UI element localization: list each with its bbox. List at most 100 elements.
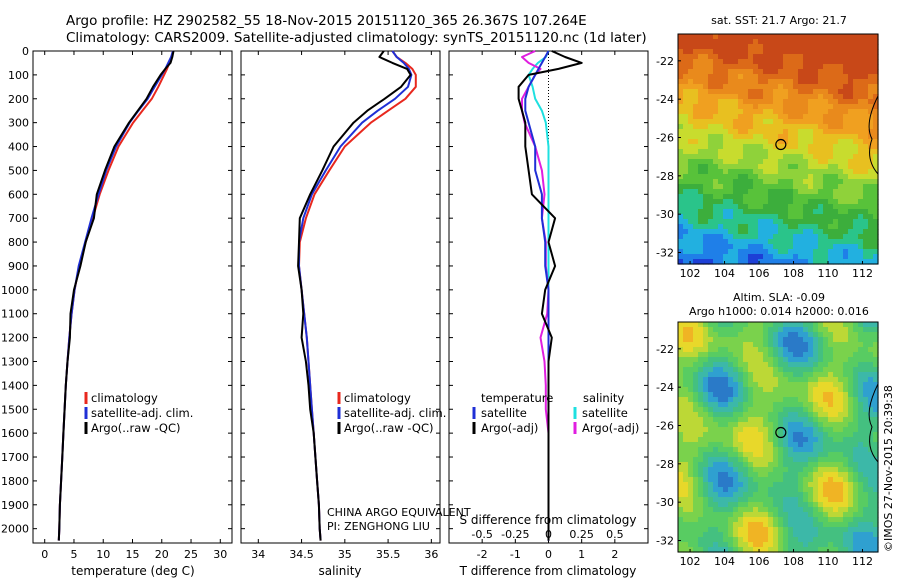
map-cell <box>858 109 864 115</box>
map-cell <box>683 149 689 155</box>
map-cell <box>803 327 809 333</box>
map-cell <box>818 74 824 80</box>
map-cell <box>688 402 694 408</box>
map-cell <box>678 229 684 235</box>
map-cell <box>758 214 764 220</box>
map-cell <box>798 482 804 488</box>
map-cell <box>768 357 774 363</box>
map-cell <box>758 244 764 250</box>
map-cell <box>698 129 704 135</box>
map-cell <box>803 144 809 150</box>
map-cell <box>803 224 809 230</box>
map-cell <box>688 159 694 165</box>
map-cell <box>808 119 814 125</box>
map-cell <box>733 392 739 398</box>
map-cell <box>823 39 829 45</box>
map-cell <box>753 482 759 488</box>
map-cell <box>793 347 799 353</box>
map-cell <box>733 64 739 70</box>
map-cell <box>748 332 754 338</box>
map-cell <box>863 457 869 463</box>
map-cell <box>718 214 724 220</box>
map-cell <box>853 94 859 100</box>
map-cell <box>813 139 819 145</box>
map-cell <box>743 522 749 528</box>
map-cell <box>793 517 799 523</box>
map-cell <box>713 357 719 363</box>
map-cell <box>733 457 739 463</box>
map-cell <box>763 392 769 398</box>
map-cell <box>758 547 764 553</box>
map-cell <box>748 89 754 95</box>
map-cell <box>798 254 804 260</box>
map-cell <box>788 219 794 225</box>
map-cell <box>828 357 834 363</box>
map-cell <box>738 362 744 368</box>
map-cell <box>728 517 734 523</box>
map-cell <box>828 472 834 478</box>
map-cell <box>858 154 864 160</box>
map-cell <box>863 184 869 190</box>
map-cell <box>828 372 834 378</box>
map-cell <box>848 39 854 45</box>
map-cell <box>708 164 714 170</box>
map-cell <box>723 259 729 265</box>
map-cell <box>768 472 774 478</box>
map-cell <box>738 69 744 75</box>
map-cell <box>758 392 764 398</box>
map-cell <box>833 422 839 428</box>
map-cell <box>873 402 879 408</box>
map-cell <box>873 432 879 438</box>
map-cell <box>788 199 794 205</box>
map-cell <box>738 422 744 428</box>
map-cell <box>723 497 729 503</box>
map-cell <box>858 54 864 60</box>
map-cell <box>683 532 689 538</box>
map-cell <box>833 517 839 523</box>
map-cell <box>733 397 739 403</box>
map-cell <box>873 159 879 165</box>
map-cell <box>758 322 764 328</box>
map-cell <box>743 547 749 553</box>
map-cell <box>843 59 849 65</box>
map-cell <box>688 94 694 100</box>
map-cell <box>838 224 844 230</box>
map-cell <box>783 502 789 508</box>
map-cell <box>688 512 694 518</box>
map-cell <box>813 337 819 343</box>
map-cell <box>718 542 724 548</box>
map-cell <box>813 382 819 388</box>
map-cell <box>723 502 729 508</box>
map-cell <box>753 204 759 210</box>
map-cell <box>828 104 834 110</box>
map-cell <box>813 179 819 185</box>
map-cell <box>828 149 834 155</box>
map-cell <box>793 234 799 240</box>
map-cell <box>843 487 849 493</box>
map-cell <box>698 472 704 478</box>
map-cell <box>698 447 704 453</box>
map-cell <box>758 362 764 368</box>
map-cell <box>853 189 859 195</box>
map-cell <box>688 427 694 433</box>
map-cell <box>828 492 834 498</box>
map-cell <box>823 492 829 498</box>
map-cell <box>778 482 784 488</box>
map-cell <box>728 347 734 353</box>
map-cell <box>823 104 829 110</box>
map-cell <box>763 54 769 60</box>
map-cell <box>703 527 709 533</box>
map-frame <box>677 33 879 265</box>
map-cell <box>838 422 844 428</box>
map-cell <box>758 109 764 115</box>
map-cell <box>773 49 779 55</box>
map-cell <box>828 457 834 463</box>
map-cell <box>768 537 774 543</box>
map-cell <box>758 149 764 155</box>
map-cell <box>678 347 684 353</box>
map-cell <box>828 224 834 230</box>
map-cell <box>713 159 719 165</box>
map-cell <box>713 397 719 403</box>
map-cell <box>858 342 864 348</box>
map-cell <box>683 139 689 145</box>
